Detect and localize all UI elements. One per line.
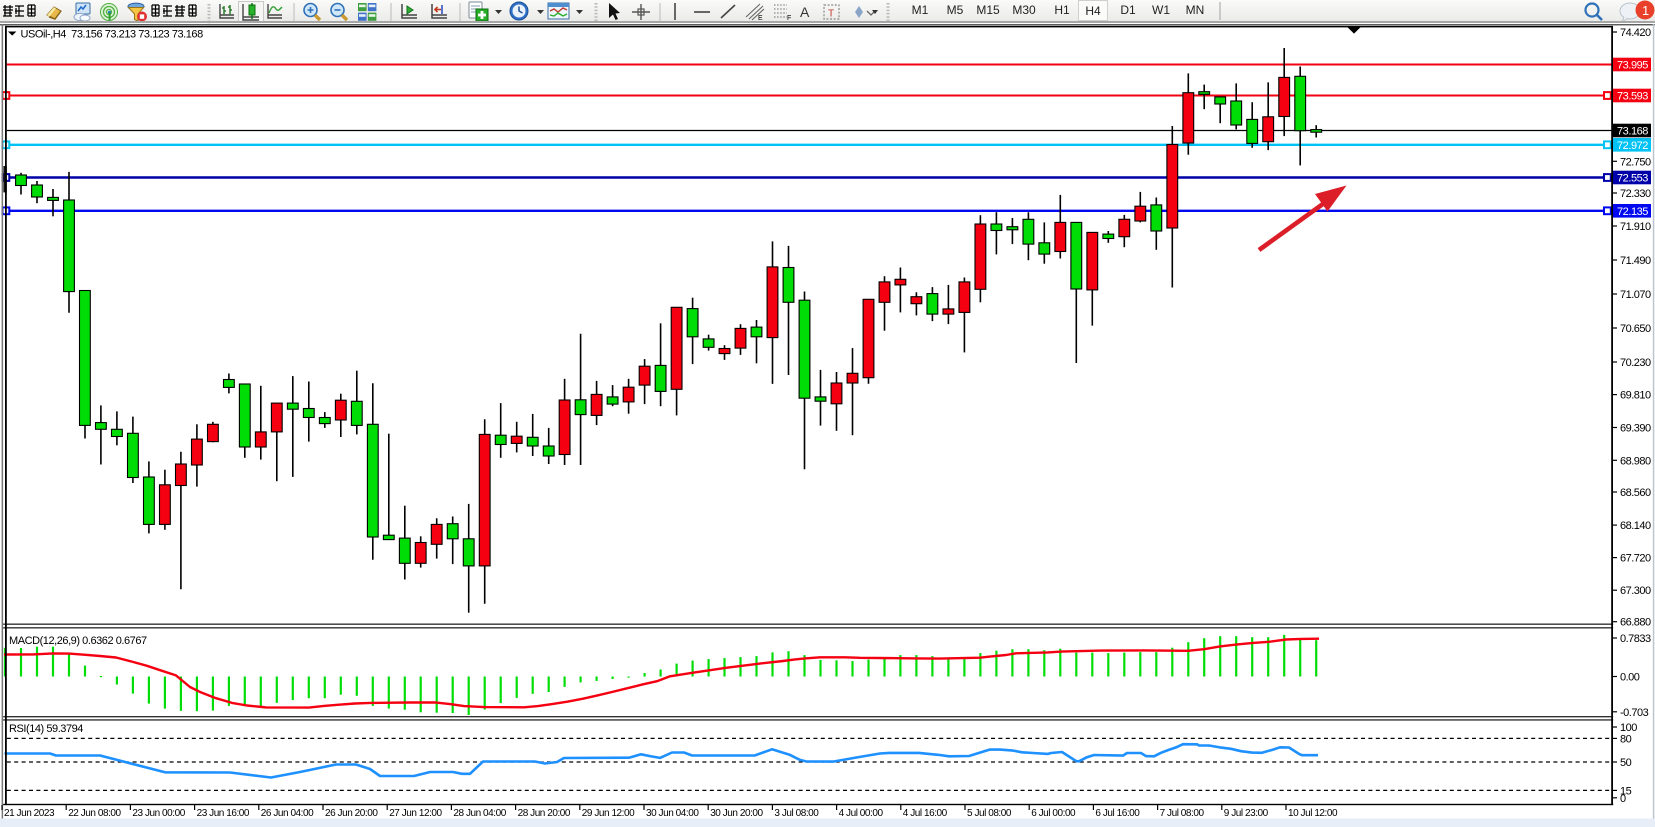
svg-text:E: E bbox=[758, 15, 763, 22]
svg-text:72.135: 72.135 bbox=[1617, 206, 1648, 218]
svg-text:27 Jun 12:00: 27 Jun 12:00 bbox=[389, 808, 442, 819]
svg-text:73.995: 73.995 bbox=[1617, 60, 1648, 72]
svg-text:0: 0 bbox=[1620, 793, 1626, 805]
svg-text:68.140: 68.140 bbox=[1620, 520, 1651, 532]
svg-text:69.390: 69.390 bbox=[1620, 423, 1651, 435]
svg-text:28 Jun 20:00: 28 Jun 20:00 bbox=[518, 808, 571, 819]
svg-text:21 Jun 2023: 21 Jun 2023 bbox=[4, 808, 55, 819]
svg-text:USOil-,H4 73.156 73.213 73.12: USOil-,H4 73.156 73.213 73.123 73.168 bbox=[21, 29, 204, 41]
svg-text:0.7833: 0.7833 bbox=[1620, 633, 1651, 645]
svg-text:71.910: 71.910 bbox=[1620, 221, 1651, 233]
svg-text:3 Jul 08:00: 3 Jul 08:00 bbox=[774, 808, 819, 819]
svg-text:-0.703: -0.703 bbox=[1620, 707, 1649, 719]
svg-text:80: 80 bbox=[1620, 733, 1632, 745]
svg-text:23 Jun 16:00: 23 Jun 16:00 bbox=[197, 808, 250, 819]
svg-text:68.980: 68.980 bbox=[1620, 455, 1651, 467]
svg-text:100: 100 bbox=[1620, 722, 1637, 734]
svg-text:15: 15 bbox=[1620, 785, 1632, 797]
svg-text:F: F bbox=[787, 15, 791, 22]
svg-text:71.070: 71.070 bbox=[1620, 289, 1651, 301]
svg-text:4 Jul 16:00: 4 Jul 16:00 bbox=[903, 808, 948, 819]
svg-text:71.490: 71.490 bbox=[1620, 255, 1651, 267]
svg-text:9 Jul 23:00: 9 Jul 23:00 bbox=[1224, 808, 1269, 819]
svg-text:72.330: 72.330 bbox=[1620, 188, 1651, 200]
svg-text:67.300: 67.300 bbox=[1620, 585, 1651, 597]
svg-text:A: A bbox=[800, 4, 810, 20]
svg-text:66.880: 66.880 bbox=[1620, 617, 1651, 629]
svg-text:73.593: 73.593 bbox=[1617, 91, 1648, 103]
svg-text:26 Jun 04:00: 26 Jun 04:00 bbox=[261, 808, 314, 819]
svg-text:72.972: 72.972 bbox=[1617, 140, 1648, 152]
svg-text:MACD(12,26,9) 0.6362 0.6767: MACD(12,26,9) 0.6362 0.6767 bbox=[9, 635, 147, 647]
svg-text:0.00: 0.00 bbox=[1620, 672, 1640, 684]
svg-text:10 Jul 12:00: 10 Jul 12:00 bbox=[1288, 808, 1338, 819]
svg-text:1: 1 bbox=[1642, 3, 1649, 18]
svg-text:72.553: 72.553 bbox=[1617, 173, 1648, 185]
svg-text:30 Jun 04:00: 30 Jun 04:00 bbox=[646, 808, 699, 819]
svg-text:50: 50 bbox=[1620, 757, 1632, 769]
svg-text:70.650: 70.650 bbox=[1620, 323, 1651, 335]
svg-text:72.750: 72.750 bbox=[1620, 156, 1651, 168]
svg-text:29 Jun 12:00: 29 Jun 12:00 bbox=[582, 808, 635, 819]
svg-text:T: T bbox=[828, 9, 834, 20]
svg-text:28 Jun 04:00: 28 Jun 04:00 bbox=[453, 808, 506, 819]
svg-text:73.168: 73.168 bbox=[1617, 126, 1648, 138]
svg-text:6 Jul 16:00: 6 Jul 16:00 bbox=[1095, 808, 1140, 819]
svg-text:6 Jul 00:00: 6 Jul 00:00 bbox=[1031, 808, 1076, 819]
svg-text:74.420: 74.420 bbox=[1620, 27, 1651, 39]
svg-text:RSI(14) 59.3794: RSI(14) 59.3794 bbox=[9, 723, 83, 735]
svg-text:22 Jun 08:00: 22 Jun 08:00 bbox=[68, 808, 121, 819]
svg-text:4 Jul 00:00: 4 Jul 00:00 bbox=[839, 808, 884, 819]
svg-text:7 Jul 08:00: 7 Jul 08:00 bbox=[1160, 808, 1205, 819]
svg-text:69.810: 69.810 bbox=[1620, 390, 1651, 402]
svg-text:70.230: 70.230 bbox=[1620, 357, 1651, 369]
svg-text:26 Jun 20:00: 26 Jun 20:00 bbox=[325, 808, 378, 819]
svg-text:68.560: 68.560 bbox=[1620, 487, 1651, 499]
svg-text:67.720: 67.720 bbox=[1620, 553, 1651, 565]
svg-text:23 Jun 00:00: 23 Jun 00:00 bbox=[132, 808, 185, 819]
svg-text:30 Jun 20:00: 30 Jun 20:00 bbox=[710, 808, 763, 819]
svg-text:5 Jul 08:00: 5 Jul 08:00 bbox=[967, 808, 1012, 819]
